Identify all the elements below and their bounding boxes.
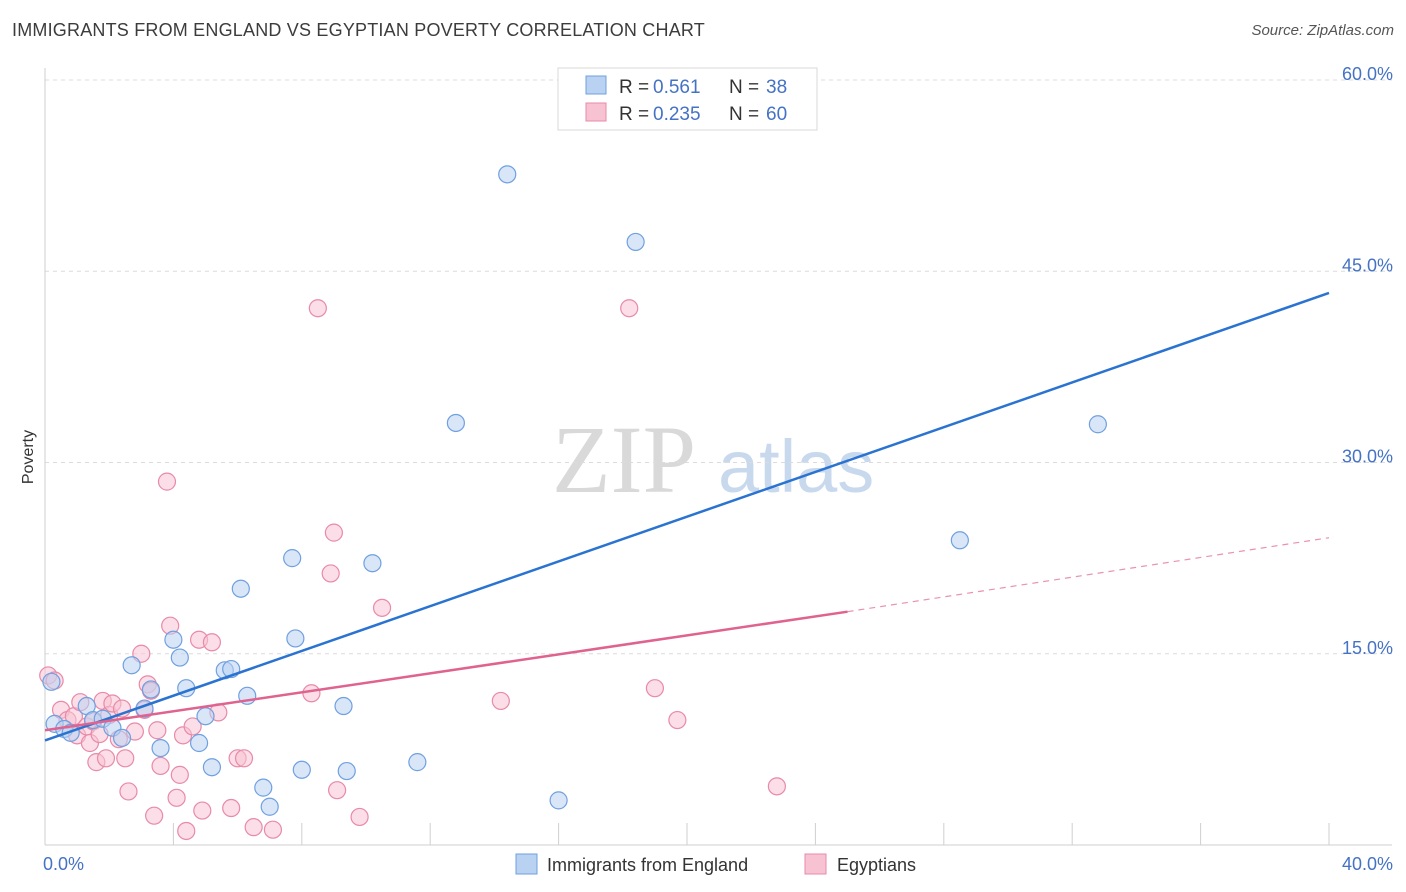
series-legend-swatch-egyptians (804, 853, 827, 875)
stats-legend-n-value-1: 38 (766, 77, 787, 98)
stats-legend-r-label-1: R = (619, 77, 649, 98)
point-egyptians-45 (308, 299, 327, 318)
gridlines (45, 79, 1392, 655)
point-egyptians-52 (620, 299, 639, 318)
axes (44, 68, 1392, 846)
point-egyptians-41 (234, 749, 254, 768)
y-tick-labels: 15.0% 30.0% 45.0% 60.0% (1342, 64, 1393, 658)
point-england-23 (254, 778, 273, 797)
point-egyptians-13 (96, 749, 116, 768)
point-england-14 (170, 648, 189, 667)
point-england-27 (292, 760, 311, 779)
point-england-9 (122, 656, 141, 675)
stats-legend-swatch-egyptians (585, 102, 607, 122)
point-egyptians-31 (170, 765, 189, 784)
point-egyptians-51 (491, 691, 510, 711)
series-legend-label-england: Immigrants from England (547, 855, 748, 875)
point-egyptians-26 (148, 721, 167, 740)
point-england-18 (202, 758, 222, 777)
point-england-31 (408, 753, 427, 772)
x-tick-label-1: 40.0% (1342, 854, 1393, 874)
point-england-0 (42, 672, 61, 691)
point-england-30 (363, 554, 382, 573)
point-egyptians-30 (167, 788, 186, 807)
x-tick-labels: 0.0% 40.0% (43, 854, 1393, 874)
point-egyptians-42 (244, 818, 263, 837)
stats-legend-n-label-1: N = (729, 77, 759, 98)
point-egyptians-28 (157, 472, 177, 491)
point-england-17 (196, 707, 215, 726)
point-egyptians-43 (263, 820, 283, 839)
point-egyptians-36 (193, 801, 212, 820)
point-egyptians-25 (145, 806, 164, 825)
point-egyptians-47 (324, 523, 343, 542)
chart-title: IMMIGRANTS FROM ENGLAND VS EGYPTIAN POVE… (12, 20, 705, 40)
point-england-35 (626, 232, 645, 252)
point-england-33 (498, 165, 517, 184)
stats-legend-r-value-2: 0.235 (653, 104, 701, 125)
trend-lines (44, 291, 1330, 742)
point-egyptians-19 (119, 782, 138, 801)
stats-legend-n-label-2: N = (729, 104, 759, 125)
point-england-36 (950, 531, 969, 550)
point-england-8 (112, 728, 132, 748)
point-egyptians-39 (222, 798, 241, 818)
stats-legend-r-label-2: R = (619, 104, 649, 125)
point-egyptians-18 (116, 749, 135, 768)
point-england-11 (141, 680, 161, 699)
series-legend-label-egyptians: Egyptians (837, 855, 916, 875)
x-tick-label-0: 0.0% (43, 854, 84, 874)
trend-line-egyptians (44, 610, 848, 732)
point-egyptians-48 (328, 781, 347, 800)
point-england-25 (283, 549, 302, 568)
point-egyptians-33 (177, 821, 196, 841)
point-egyptians-49 (350, 807, 369, 827)
point-egyptians-50 (372, 598, 392, 617)
watermark-atlas: atlas (718, 425, 874, 508)
point-egyptians-46 (321, 564, 340, 583)
y-tick-label-0: 15.0% (1342, 638, 1393, 658)
y-tick-label-1: 30.0% (1342, 447, 1393, 467)
trend-line-england (44, 291, 1330, 742)
series-legend-swatch-england (515, 853, 538, 875)
point-england-28 (334, 696, 353, 716)
point-england-34 (549, 791, 568, 810)
point-england-26 (286, 629, 305, 648)
point-england-16 (189, 733, 209, 753)
point-egyptians-53 (645, 679, 665, 698)
point-england-24 (260, 797, 279, 816)
y-tick-label-2: 45.0% (1342, 255, 1393, 275)
point-egyptians-37 (202, 633, 222, 652)
point-england-13 (164, 630, 183, 649)
point-egyptians-34 (183, 717, 202, 736)
stats-legend-n-value-2: 60 (766, 104, 787, 125)
y-tick-label-3: 60.0% (1342, 64, 1393, 84)
point-england-21 (231, 579, 250, 598)
point-england-12 (151, 738, 170, 758)
trend-line-egyptians-extension (847, 537, 1330, 613)
point-egyptians-27 (151, 756, 170, 776)
stats-legend: R = 0.561 N = 38 R = 0.235 N = 60 (557, 67, 818, 131)
stats-legend-swatch-england (585, 75, 607, 95)
x-tick-marks (44, 823, 1330, 845)
y-axis-label: Poverty (20, 430, 37, 484)
watermark-zip: ZIP (552, 406, 696, 513)
series-legend: Immigrants from England Egyptians (515, 853, 916, 875)
point-egyptians-54 (668, 710, 687, 730)
point-england-32 (446, 413, 465, 433)
point-egyptians-44 (302, 684, 321, 703)
point-egyptians-55 (767, 777, 786, 796)
watermark: ZIP atlas (552, 406, 874, 513)
stats-legend-r-value-1: 0.561 (653, 77, 701, 98)
point-england-37 (1088, 415, 1107, 434)
chart-source: Source: ZipAtlas.com (1251, 22, 1394, 39)
point-england-29 (337, 761, 356, 781)
